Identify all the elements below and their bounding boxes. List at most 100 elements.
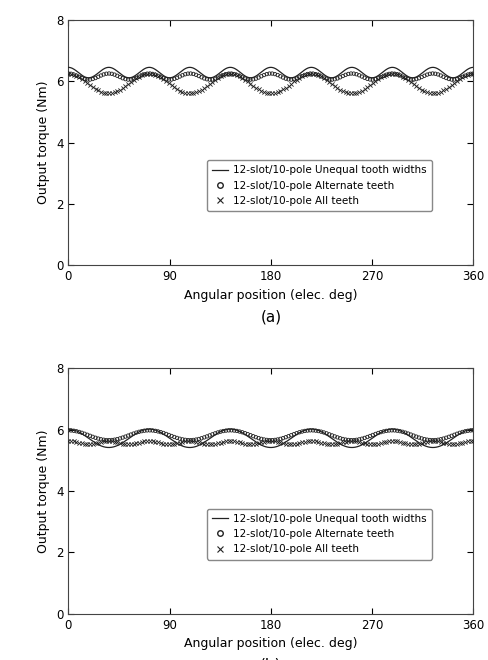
Point (75, 426, 83, 437)
Point (415, 432, 423, 443)
Point (195, 434, 203, 444)
Point (469, 68, 477, 79)
Point (320, 438, 328, 449)
Point (138, 426, 145, 436)
Point (233, 436, 241, 447)
Point (241, 438, 249, 449)
Point (279, 84, 287, 94)
Point (130, 428, 138, 439)
Point (328, 430, 336, 441)
Point (78, 73, 86, 84)
Point (304, 69, 311, 79)
Point (336, 72, 344, 82)
Point (447, 75, 455, 85)
Point (399, 426, 407, 437)
Point (230, 69, 238, 79)
Point (265, 436, 273, 446)
Point (282, 438, 290, 449)
Point (407, 74, 415, 84)
Point (276, 437, 284, 447)
Point (287, 439, 295, 449)
Point (64, 425, 72, 436)
Point (227, 69, 235, 79)
Point (230, 69, 238, 79)
Point (287, 75, 295, 85)
Point (189, 69, 197, 79)
Point (342, 434, 349, 445)
Point (94, 71, 102, 82)
Point (244, 429, 252, 440)
Point (160, 74, 167, 84)
Point (255, 84, 263, 94)
Point (388, 69, 396, 79)
Point (119, 438, 126, 449)
Text: (b): (b) (260, 658, 282, 660)
Point (127, 429, 135, 440)
Point (325, 74, 333, 84)
Point (124, 430, 132, 441)
Point (409, 75, 417, 85)
Point (67, 69, 75, 79)
Point (336, 84, 344, 95)
Point (220, 70, 227, 81)
Point (358, 85, 366, 96)
Point (447, 430, 455, 441)
Point (149, 69, 157, 79)
Point (195, 71, 203, 81)
Point (146, 425, 154, 436)
Point (258, 71, 265, 82)
Point (415, 438, 423, 449)
Point (364, 438, 371, 449)
Point (165, 430, 173, 440)
Point (350, 436, 358, 446)
Point (192, 69, 200, 80)
Point (170, 73, 178, 84)
Point (184, 88, 192, 98)
Point (440, 434, 447, 444)
Point (271, 69, 279, 79)
Point (317, 437, 325, 447)
Point (179, 86, 186, 97)
Point (404, 439, 412, 449)
Point (415, 83, 423, 94)
Point (184, 435, 192, 446)
Point (64, 68, 72, 79)
Point (331, 439, 339, 449)
Point (393, 436, 401, 447)
Point (345, 435, 352, 446)
Point (208, 439, 216, 449)
Point (222, 69, 230, 79)
Point (86, 430, 94, 441)
Point (298, 71, 306, 81)
Point (187, 68, 195, 79)
Point (317, 71, 325, 82)
Point (149, 69, 157, 79)
Point (127, 74, 135, 84)
Point (108, 69, 116, 79)
Point (73, 426, 81, 436)
Point (274, 434, 282, 445)
Point (287, 430, 295, 440)
Legend: 12-slot/10-pole Unequal tooth widths, 12-slot/10-pole Alternate teeth, 12-slot/1: 12-slot/10-pole Unequal tooth widths, 12… (207, 160, 432, 211)
Point (445, 74, 453, 84)
Point (75, 72, 83, 82)
Point (312, 69, 320, 79)
Point (271, 88, 279, 98)
Point (333, 73, 341, 84)
Point (225, 69, 233, 79)
Point (124, 79, 132, 90)
Point (67, 425, 75, 436)
Point (73, 437, 81, 447)
Point (421, 86, 428, 97)
Point (73, 71, 81, 81)
Point (154, 71, 162, 81)
Point (440, 438, 447, 448)
Point (336, 438, 344, 448)
Point (331, 431, 339, 442)
Point (70, 436, 78, 447)
Point (276, 86, 284, 96)
Point (298, 437, 306, 447)
Point (314, 70, 322, 81)
Point (182, 69, 189, 79)
Point (102, 436, 110, 446)
